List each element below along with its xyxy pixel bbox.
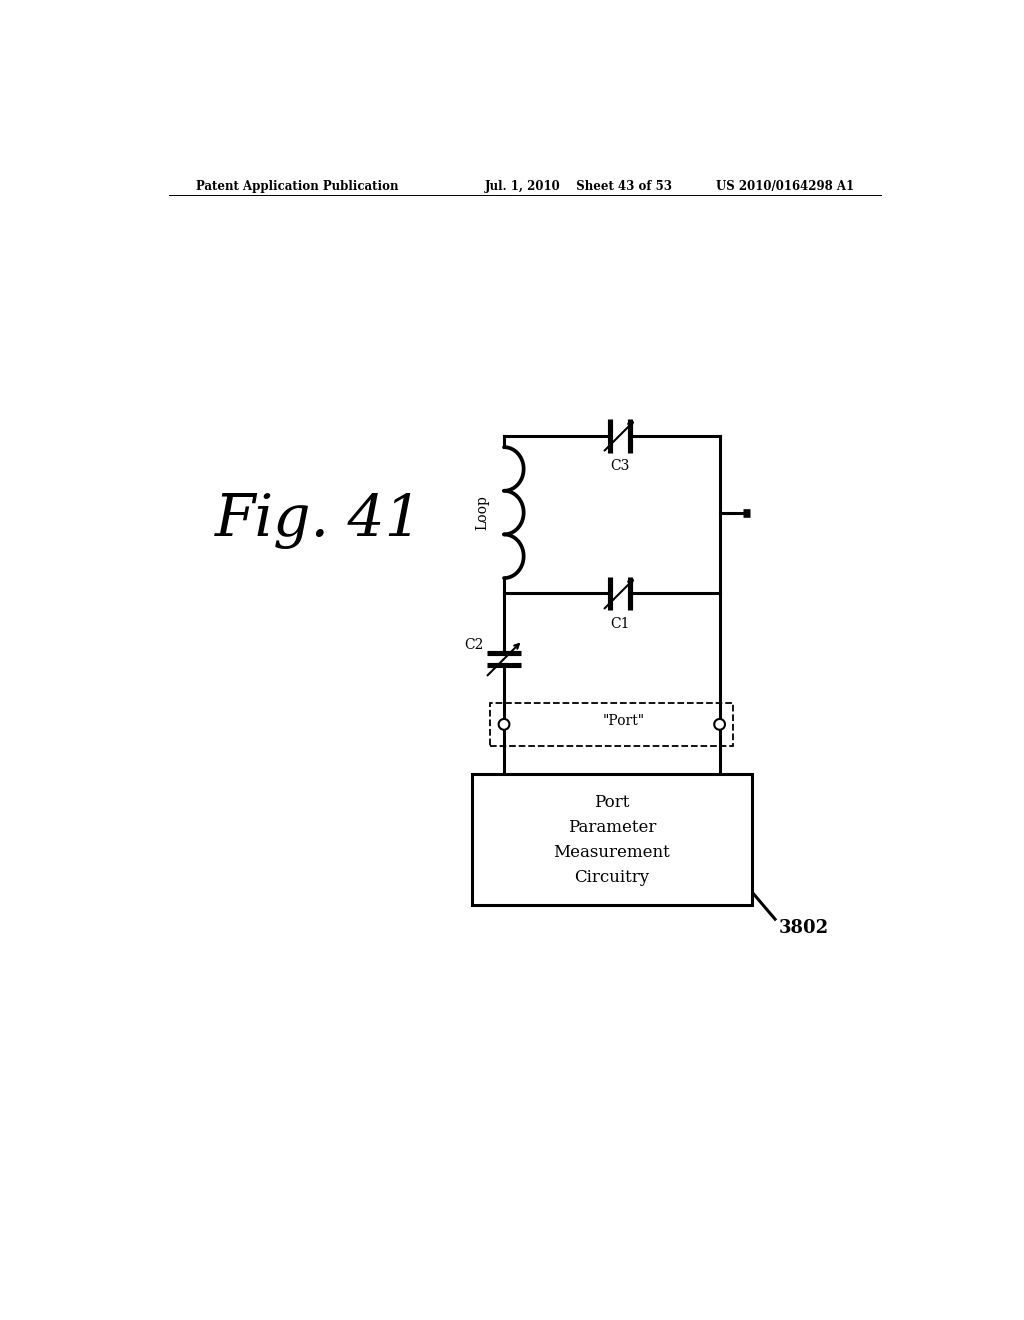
Text: Port
Parameter
Measurement
Circuitry: Port Parameter Measurement Circuitry — [553, 795, 670, 886]
Text: C3: C3 — [610, 459, 629, 473]
Text: C2: C2 — [464, 638, 483, 652]
Text: 3802: 3802 — [779, 919, 829, 937]
Text: Jul. 1, 2010    Sheet 43 of 53: Jul. 1, 2010 Sheet 43 of 53 — [484, 180, 673, 193]
Bar — [472, 775, 752, 906]
Text: Fig. 41: Fig. 41 — [215, 492, 423, 549]
Circle shape — [714, 719, 725, 730]
Text: Patent Application Publication: Patent Application Publication — [196, 180, 398, 193]
Text: US 2010/0164298 A1: US 2010/0164298 A1 — [716, 180, 854, 193]
Text: Loop: Loop — [475, 495, 489, 531]
Text: "Port": "Port" — [602, 714, 644, 729]
Text: C1: C1 — [609, 616, 630, 631]
Bar — [490, 702, 733, 746]
Circle shape — [499, 719, 509, 730]
